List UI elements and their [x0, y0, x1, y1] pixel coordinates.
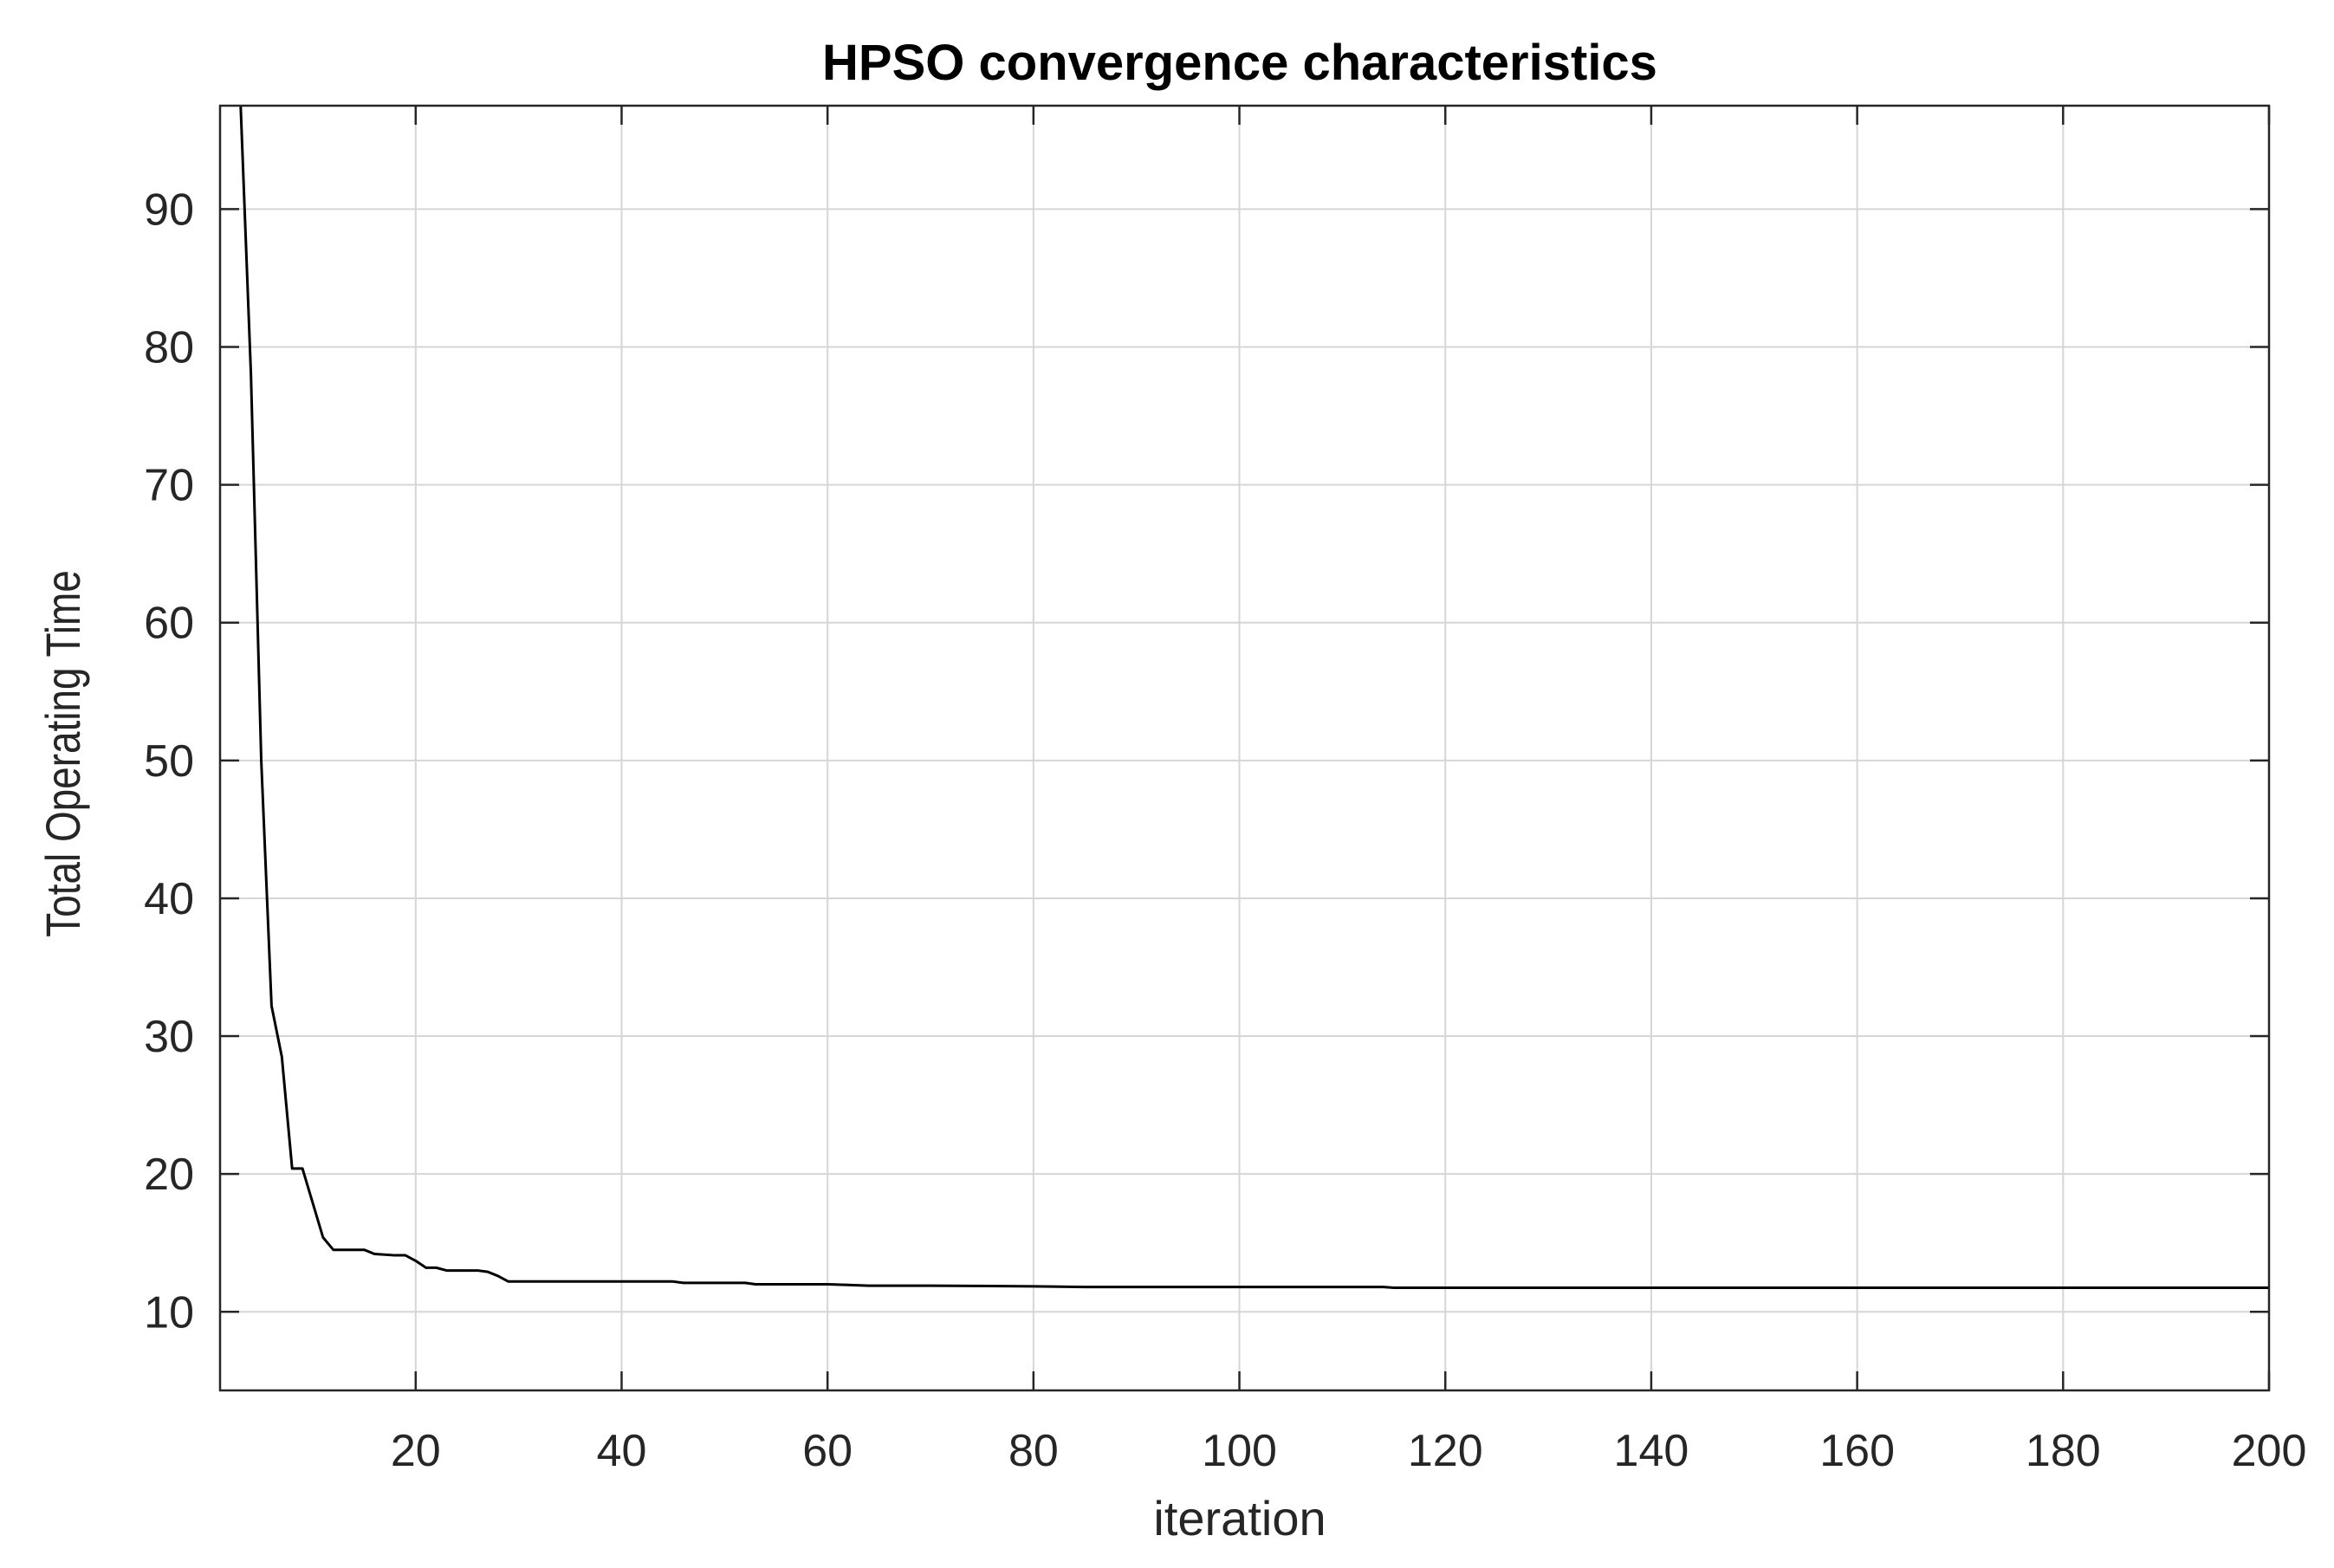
series-line-0: [239, 105, 2269, 1289]
chart-title: HPSO convergence characteristics: [822, 35, 1657, 91]
x-tick-label: 20: [391, 1426, 441, 1476]
x-tick-label: 120: [1408, 1426, 1483, 1476]
series-layer: [239, 105, 2269, 1289]
axes: [218, 104, 2271, 1392]
x-tick-label: 40: [597, 1426, 647, 1476]
y-axis-label: Total Operating Time: [36, 570, 90, 937]
grid: [220, 106, 2270, 1390]
y-tick-label: 20: [144, 1150, 194, 1200]
x-tick-label: 160: [1819, 1426, 1895, 1476]
x-axis-label: iteration: [1153, 1491, 1326, 1545]
y-tick-label: 80: [144, 322, 194, 373]
y-tick-label: 60: [144, 599, 194, 649]
x-tick-label: 200: [2232, 1426, 2307, 1476]
x-tick-label: 60: [802, 1426, 853, 1476]
x-tick-label: 80: [1008, 1426, 1059, 1476]
y-tick-label: 10: [144, 1287, 194, 1338]
x-tick-label: 140: [1614, 1426, 1689, 1476]
plot-box: [218, 104, 2271, 1392]
y-axis-ticks: 10 20 30 40 50 60 70 80 90: [144, 185, 2269, 1338]
x-axis-ticks: 20 40 60 80 100 120 140 160 180 200: [391, 106, 2307, 1476]
x-tick-label: 100: [1202, 1426, 1277, 1476]
y-tick-label: 40: [144, 874, 194, 924]
y-tick-label: 90: [144, 185, 194, 235]
y-tick-label: 70: [144, 461, 194, 511]
y-tick-label: 50: [144, 736, 194, 787]
x-tick-label: 180: [2026, 1426, 2101, 1476]
y-tick-label: 30: [144, 1012, 194, 1062]
